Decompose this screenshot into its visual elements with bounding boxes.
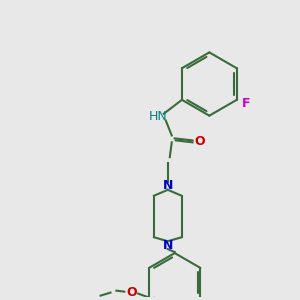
Text: O: O	[194, 135, 205, 148]
Text: N: N	[163, 239, 173, 252]
Text: O: O	[126, 286, 136, 299]
Text: N: N	[163, 179, 173, 192]
Text: HN: HN	[148, 110, 167, 123]
Text: F: F	[242, 97, 250, 110]
